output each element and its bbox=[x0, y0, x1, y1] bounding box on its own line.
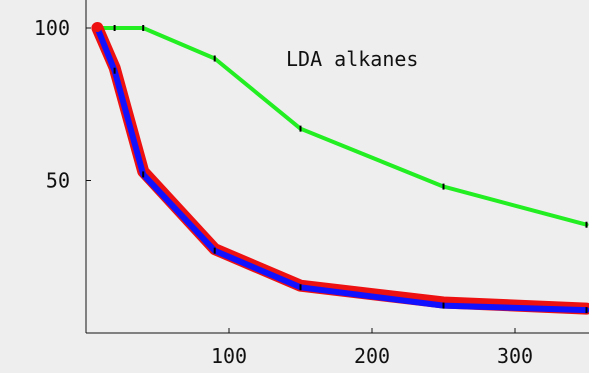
x-tick-label: 300 bbox=[497, 344, 533, 368]
axes bbox=[85, 0, 589, 334]
chart-title: LDA alkanes bbox=[286, 47, 418, 71]
series-layer bbox=[91, 22, 589, 315]
tick-labels: 100 200 300 50 100 bbox=[34, 16, 533, 368]
x-tick-label: 100 bbox=[211, 344, 247, 368]
x-tick-label: 200 bbox=[354, 344, 390, 368]
y-tick-label: 100 bbox=[34, 16, 70, 40]
start-point-marker bbox=[93, 24, 102, 32]
y-tick-label: 50 bbox=[46, 169, 70, 193]
